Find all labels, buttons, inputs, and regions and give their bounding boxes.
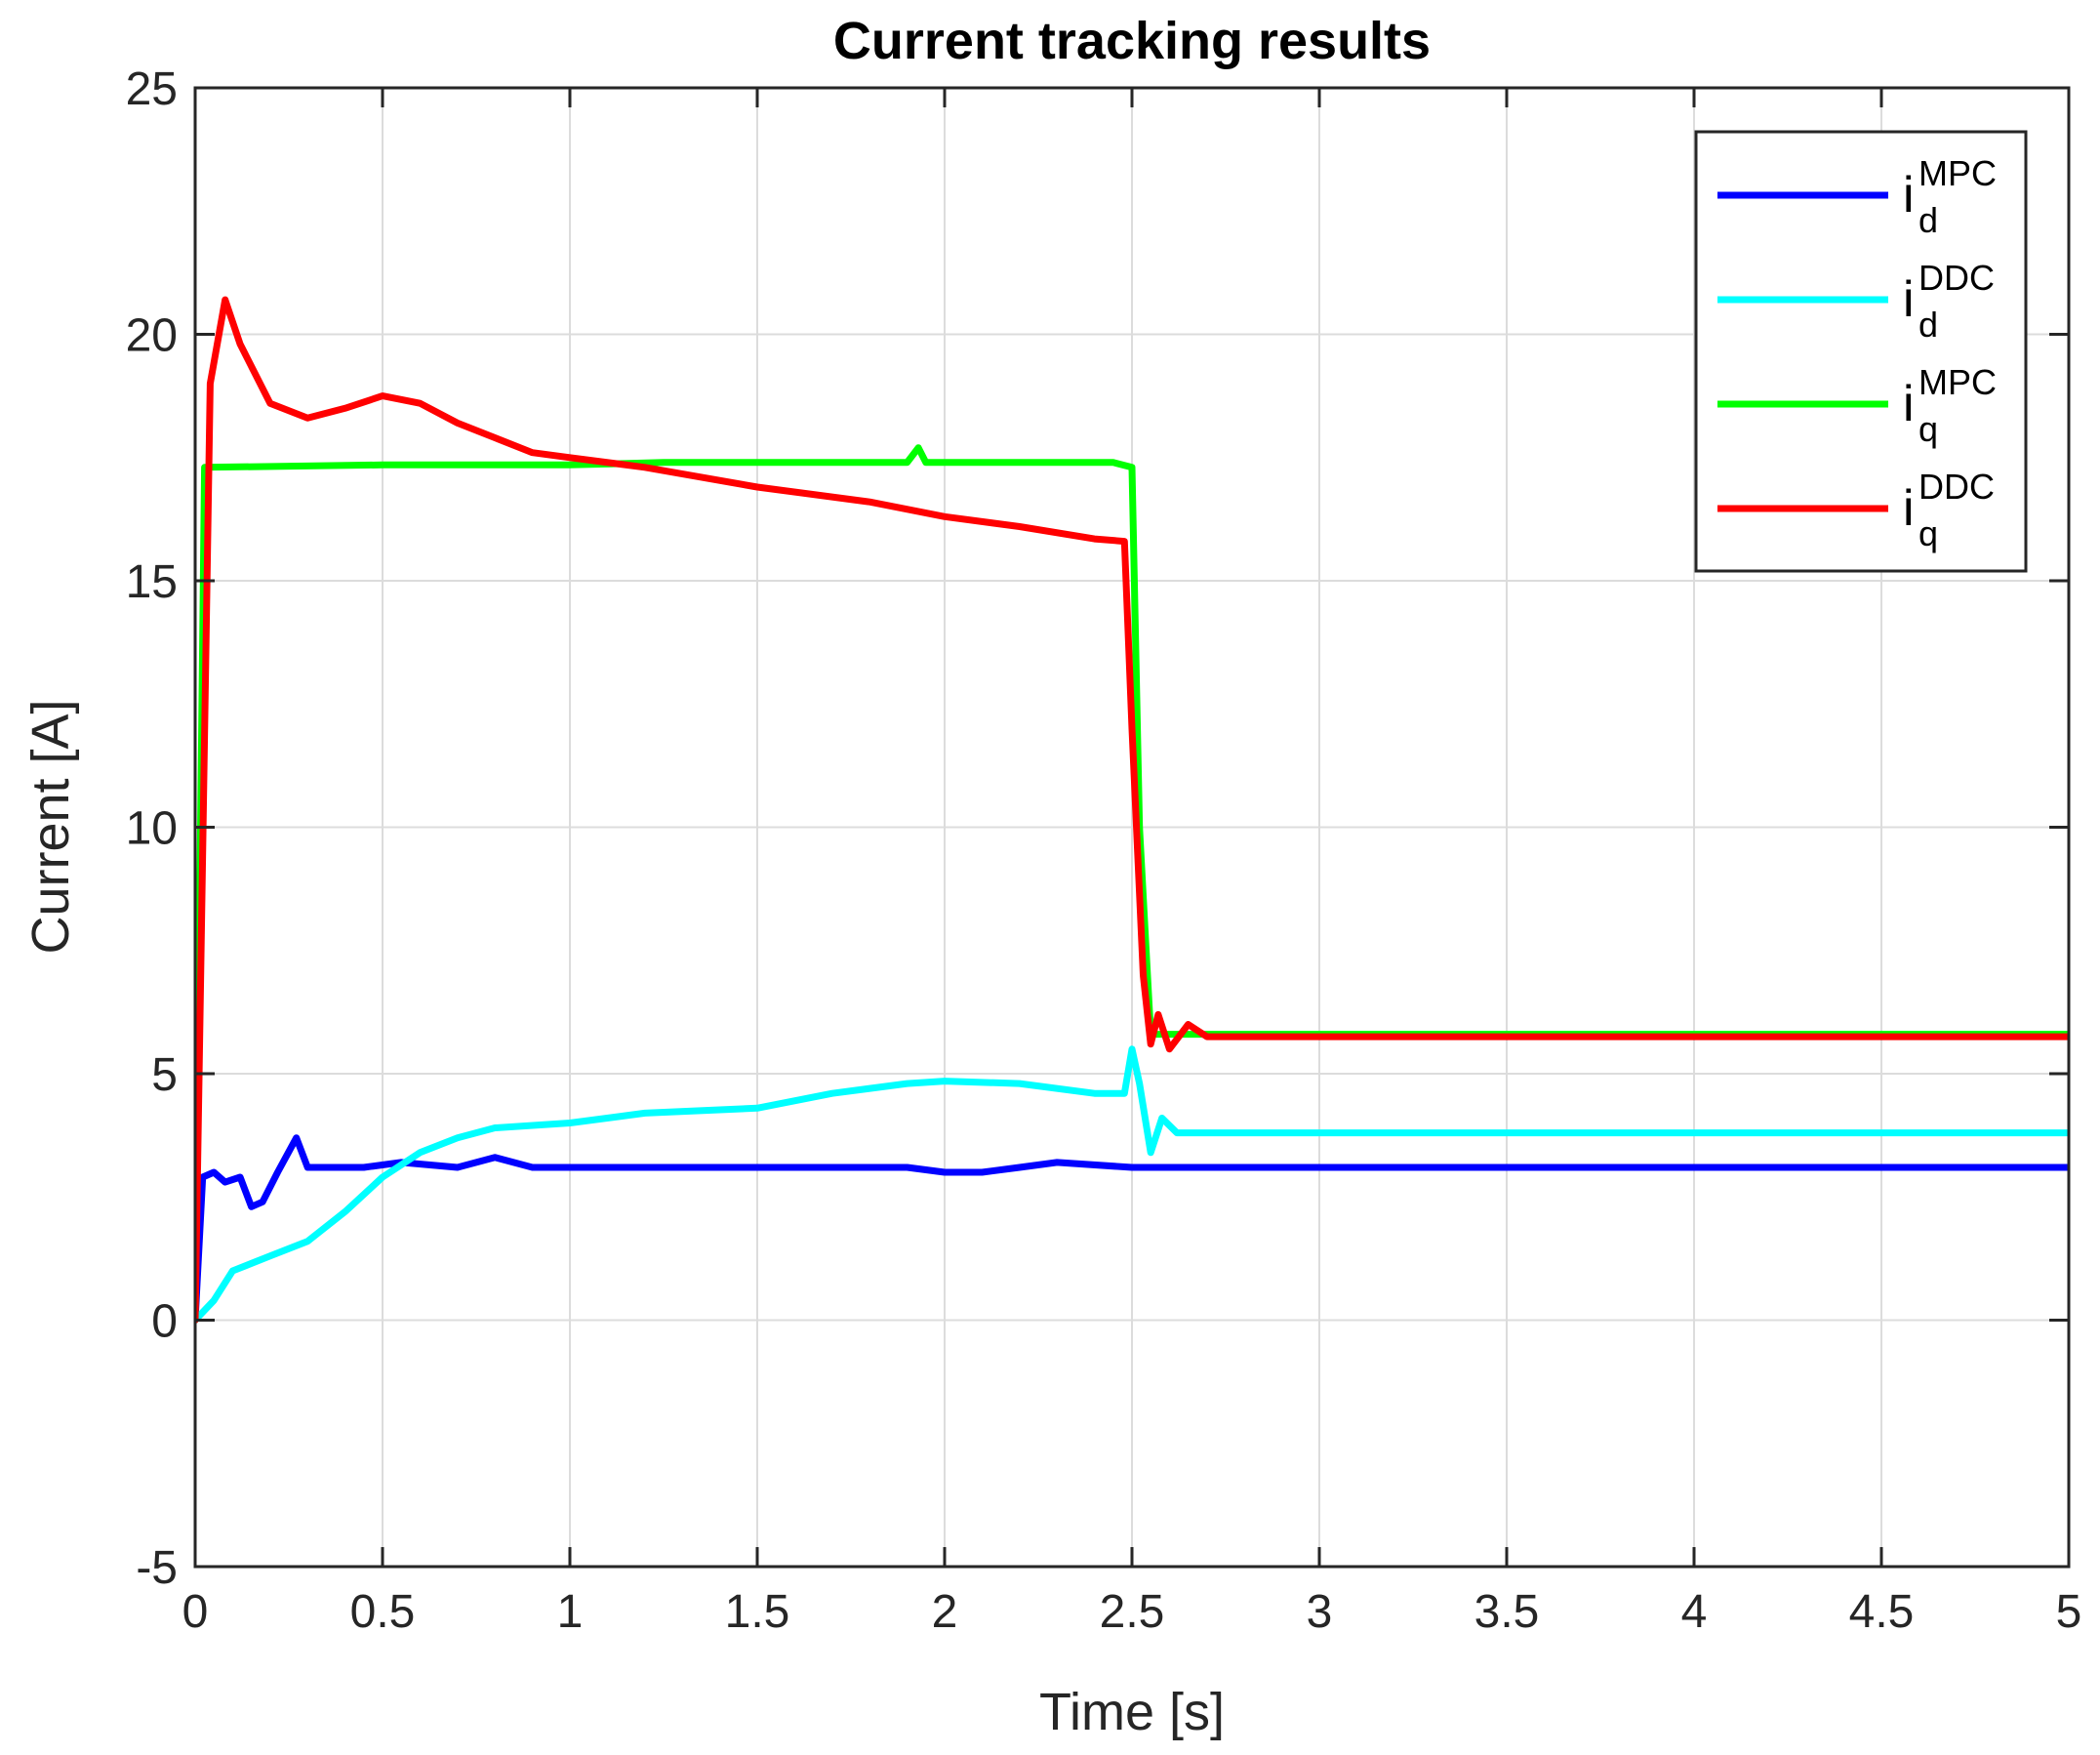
y-tick-label: 25 — [126, 63, 178, 115]
legend-label-main: i — [1903, 480, 1915, 537]
legend-label-sub: q — [1918, 409, 1938, 449]
x-tick-label: 0 — [182, 1586, 209, 1638]
legend-label-sup: DDC — [1918, 258, 1995, 298]
x-tick-labels: 0 0.5 1 1.5 2 2.5 3 3.5 4 4.5 5 — [182, 1586, 2082, 1638]
chart-title: Current tracking results — [833, 12, 1431, 70]
x-tick-label: 5 — [2056, 1586, 2082, 1638]
x-tick-label: 2.5 — [1100, 1586, 1165, 1638]
axis-ticks — [193, 86, 2071, 1569]
x-tick-label: 3.5 — [1474, 1586, 1540, 1638]
x-tick-label: 4.5 — [1849, 1586, 1915, 1638]
series-line-3 — [195, 296, 2069, 1324]
x-axis-label: Time [s] — [1039, 1683, 1225, 1741]
y-tick-label: 5 — [151, 1049, 178, 1101]
x-tick-label: 0.5 — [350, 1586, 416, 1638]
series-layer — [195, 296, 2069, 1324]
legend-label-main: i — [1903, 271, 1915, 328]
y-tick-label: 0 — [151, 1296, 178, 1348]
legend-label-sup: DDC — [1918, 467, 1995, 507]
legend-label-sub: q — [1918, 513, 1938, 553]
x-tick-label: 4 — [1681, 1586, 1708, 1638]
y-tick-labels: -5 0 5 10 15 20 25 — [126, 63, 178, 1594]
legend-label-sup: MPC — [1918, 153, 1997, 193]
legend-box — [1694, 130, 2028, 573]
x-tick-label: 1 — [557, 1586, 584, 1638]
y-tick-label: 10 — [126, 803, 178, 855]
y-axis-label: Current [A] — [21, 699, 80, 954]
legend-label-main: i — [1903, 167, 1915, 224]
x-tick-label: 3 — [1307, 1586, 1333, 1638]
x-tick-label: 1.5 — [725, 1586, 790, 1638]
x-tick-label: 2 — [932, 1586, 958, 1638]
y-tick-label: 15 — [126, 556, 178, 608]
series-line-1 — [195, 1045, 2069, 1324]
y-tick-label: -5 — [136, 1542, 178, 1594]
legend-label-sub: d — [1918, 305, 1938, 345]
series-line-0 — [195, 1134, 2069, 1324]
y-tick-label: 20 — [126, 310, 178, 362]
legend-label-sub: d — [1918, 200, 1938, 240]
legend-label-main: i — [1903, 376, 1915, 432]
legend-label-sup: MPC — [1918, 362, 1997, 402]
